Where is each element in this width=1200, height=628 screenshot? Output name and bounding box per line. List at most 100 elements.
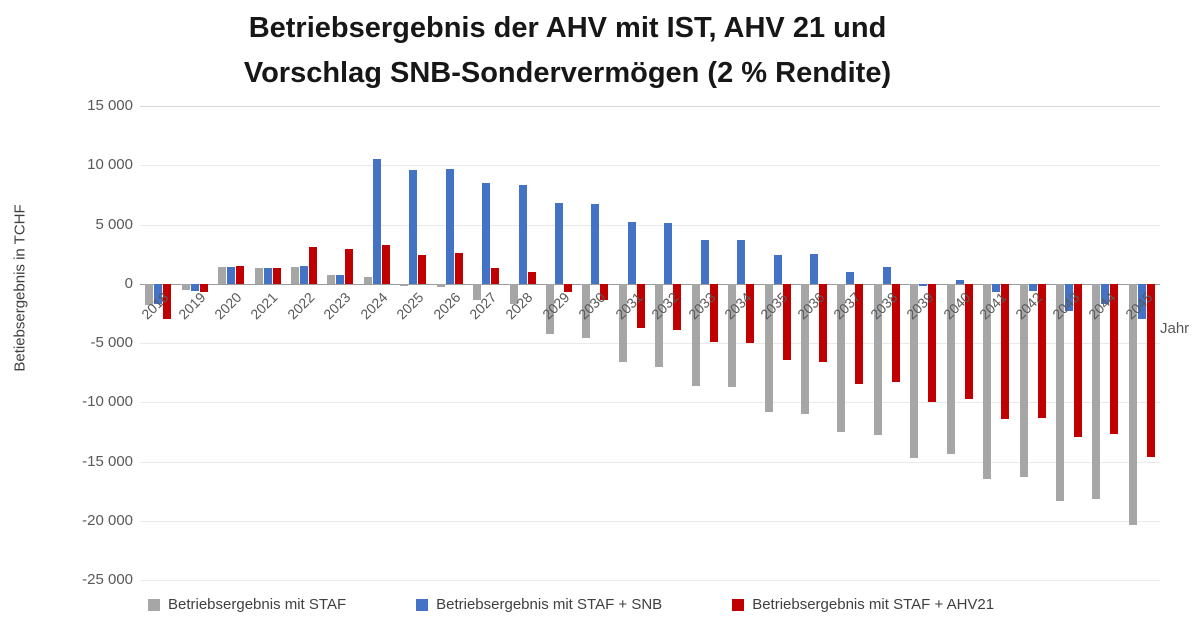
bar-2043-series-0: [1055, 283, 1064, 501]
x-tick-label: 2022: [283, 288, 318, 323]
legend-swatch-staf-snb-icon: [416, 598, 429, 611]
bar-2035-series-1: [773, 255, 782, 284]
x-tick-label: 2020: [211, 288, 245, 323]
bar-2043-series-1: [1064, 283, 1073, 311]
bar-2028-series-0: [509, 283, 518, 304]
bar-2018-series-1: [154, 283, 163, 304]
bar-2021-series-0: [254, 268, 263, 284]
x-tick-label: 2028: [502, 288, 536, 323]
legend: Betriebsergebnis mit STAF Betriebsergebn…: [148, 596, 994, 613]
bar-2027-series-2: [491, 268, 500, 284]
legend-label-staf-ahv21: Betriebsergebnis mit STAF + AHV21: [752, 596, 995, 613]
bar-2020-series-0: [218, 267, 227, 284]
bar-2026-series-0: [436, 283, 445, 288]
bar-2035-series-0: [764, 283, 773, 412]
bar-2038-series-2: [891, 283, 900, 383]
bar-2039-series-1: [919, 283, 928, 287]
bar-2036-series-2: [818, 283, 827, 362]
bar-2029-series-0: [545, 283, 554, 334]
bar-2027-series-1: [482, 183, 491, 284]
bar-2036-series-0: [800, 283, 809, 415]
bar-2029-series-1: [554, 203, 563, 284]
bar-2034-series-1: [737, 239, 746, 284]
bar-2036-series-1: [809, 254, 818, 284]
bar-2035-series-2: [782, 283, 791, 360]
bar-2038-series-0: [873, 283, 882, 436]
bar-2034-series-0: [728, 283, 737, 387]
bar-2039-series-2: [928, 283, 937, 403]
legend-label-staf: Betriebsergebnis mit STAF: [168, 596, 347, 613]
bar-2024-series-0: [363, 276, 372, 284]
chart-title-line2: Vorschlag SNB-Sondervermögen (2 % Rendit…: [243, 57, 892, 89]
bar-2022-series-1: [299, 265, 308, 284]
bar-2042-series-0: [1019, 283, 1028, 477]
bar-2030-series-1: [591, 204, 600, 284]
bar-2041-series-1: [992, 283, 1001, 293]
bar-2040-series-2: [964, 283, 973, 399]
bar-2023-series-1: [336, 275, 345, 284]
y-tick-label: -15 000: [82, 452, 133, 470]
bar-2029-series-2: [563, 283, 572, 293]
gridline: [140, 224, 1160, 226]
bar-2041-series-2: [1001, 283, 1010, 419]
bar-2019-series-1: [190, 283, 199, 291]
bar-2022-series-2: [308, 247, 317, 284]
x-axis-title: Jahr: [1160, 320, 1190, 337]
bar-2033-series-1: [700, 239, 709, 284]
bar-2023-series-0: [327, 275, 336, 284]
bar-2039-series-0: [910, 283, 919, 458]
gridline: [140, 520, 1160, 522]
bar-2025-series-2: [418, 255, 427, 284]
bar-2026-series-1: [445, 168, 454, 284]
bar-2030-series-2: [600, 283, 609, 301]
bar-2032-series-0: [655, 283, 664, 367]
bar-2026-series-2: [454, 252, 463, 284]
bar-2027-series-0: [473, 283, 482, 301]
legend-swatch-staf-icon: [148, 598, 160, 611]
bar-2021-series-2: [272, 268, 281, 284]
bar-2044-series-2: [1110, 283, 1119, 435]
bar-2019-series-0: [181, 283, 190, 290]
bar-2028-series-2: [527, 271, 536, 284]
bar-2032-series-1: [664, 223, 673, 284]
bar-2045-series-1: [1137, 283, 1146, 320]
bar-2023-series-2: [345, 249, 354, 284]
bar-2038-series-1: [882, 267, 891, 284]
bar-2030-series-0: [582, 283, 591, 339]
x-tick-label: 2023: [320, 288, 354, 323]
bar-2041-series-0: [983, 283, 992, 480]
gridline: [140, 106, 1160, 107]
bar-2045-series-0: [1128, 283, 1137, 526]
legend-item-staf-ahv21: Betriebsergebnis mit STAF + AHV21: [732, 596, 994, 613]
y-tick-label: -25 000: [82, 571, 133, 588]
gridline: [140, 461, 1160, 463]
x-tick-label: 2025: [393, 288, 427, 323]
x-tick-label: 2026: [429, 288, 463, 323]
bar-2037-series-1: [846, 271, 855, 284]
bar-2025-series-0: [400, 283, 409, 287]
bar-2037-series-0: [837, 283, 846, 432]
y-tick-label: -5 000: [90, 334, 133, 351]
bar-2033-series-2: [709, 283, 718, 342]
y-tick-label: -10 000: [82, 393, 133, 411]
legend-label-staf-snb: Betriebsergebnis mit STAF + SNB: [436, 596, 663, 613]
bar-2031-series-2: [636, 283, 645, 328]
bar-2020-series-2: [236, 265, 245, 284]
bar-2043-series-2: [1073, 283, 1082, 437]
bar-2018-series-2: [163, 283, 172, 320]
bar-2028-series-1: [518, 185, 527, 284]
x-axis-line: [140, 283, 1160, 285]
y-tick-label: 5 000: [95, 215, 133, 233]
chart-title: Betriebsergebnis der AHV mit IST, AHV 21…: [0, 6, 1135, 96]
x-tick-label: 2027: [466, 288, 500, 323]
x-tick-label: 2024: [356, 288, 391, 323]
bar-2031-series-0: [618, 283, 627, 362]
x-tick-label: 2021: [247, 288, 281, 323]
gridline: [140, 343, 1160, 344]
bar-2042-series-1: [1028, 283, 1037, 291]
y-tick-label: 15 000: [87, 97, 133, 114]
y-tick-label: 0: [124, 274, 133, 292]
chart-title-line1: Betriebsergebnis der AHV mit IST, AHV 21…: [248, 12, 887, 44]
